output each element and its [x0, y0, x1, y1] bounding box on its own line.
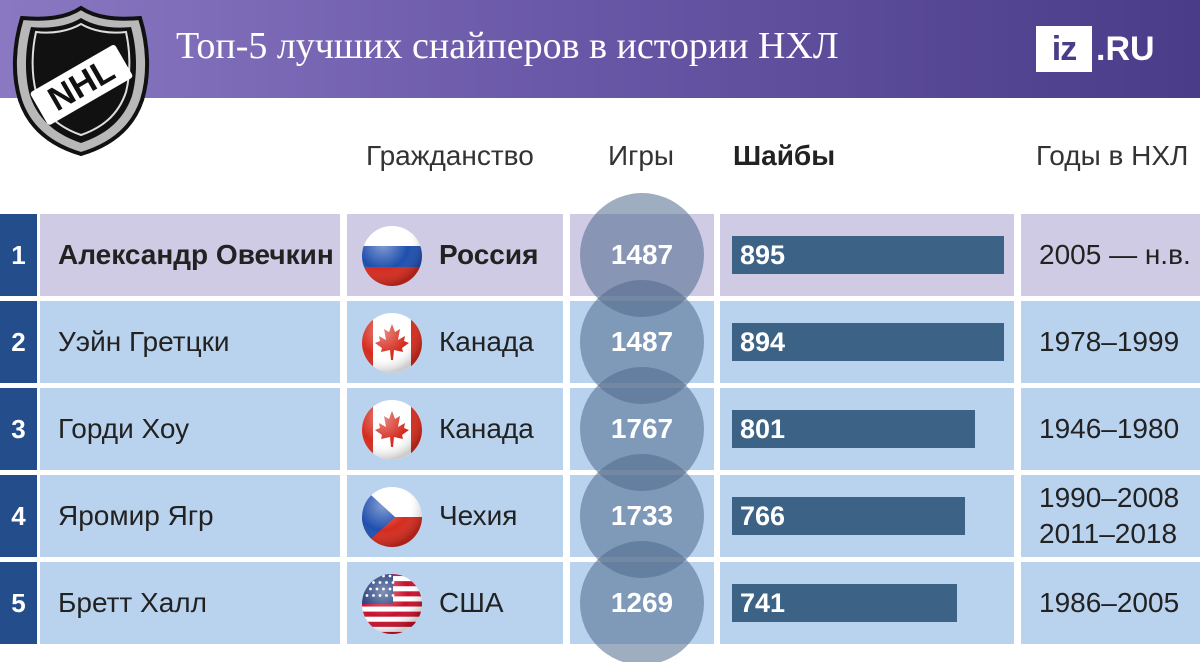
years-line: 1978–1999	[1039, 326, 1180, 357]
years-cell: 1946–1980	[1021, 388, 1200, 470]
brand-domain: .RU	[1096, 29, 1155, 68]
games-value: 1487	[610, 239, 674, 270]
table-row: 5 Бретт Халл США 741 1986–2005	[0, 562, 1200, 644]
player-name: Александр Овечкин	[58, 239, 334, 270]
brand-box: iz	[1036, 26, 1092, 72]
column-header-citizenship: Гражданство	[366, 140, 534, 171]
goals-cell: 766	[720, 475, 1014, 557]
years-line: 2011–2018	[1039, 518, 1178, 549]
years-text: 1978–1999	[1039, 301, 1179, 383]
country-cell: Россия	[347, 214, 563, 296]
goals-bar	[732, 236, 1004, 274]
years-cell: 1978–1999	[1021, 301, 1200, 383]
country-cell: США	[347, 562, 563, 644]
name-cell: Уэйн Гретцки	[40, 301, 340, 383]
years-line: 1946–1980	[1039, 413, 1180, 444]
player-name: Бретт Халл	[58, 587, 207, 618]
country-cell: Чехия	[347, 475, 563, 557]
games-value: 1269	[610, 587, 674, 618]
usa-flag-icon	[359, 571, 425, 637]
country-cell: Канада	[347, 388, 563, 470]
player-name: Горди Хоу	[58, 413, 190, 444]
years-cell: 2005 — н.в.	[1021, 214, 1200, 296]
nhl-logo-icon: NHL	[12, 5, 150, 157]
goals-cell: 801	[720, 388, 1014, 470]
goals-value: 801	[740, 413, 786, 444]
name-cell: Горди Хоу	[40, 388, 340, 470]
player-name: Яромир Ягр	[58, 500, 214, 531]
name-cell: Бретт Халл	[40, 562, 340, 644]
country-name: Канада	[439, 326, 534, 357]
country-cell: Канада	[347, 301, 563, 383]
canada-flag-icon	[359, 310, 425, 376]
country-name: Чехия	[439, 500, 518, 531]
goals-bar	[732, 410, 975, 448]
country-name: США	[439, 587, 504, 618]
games-value: 1487	[610, 326, 674, 357]
rank-number: 5	[0, 562, 37, 644]
goals-value: 766	[740, 500, 786, 531]
russia-flag-icon	[359, 223, 425, 289]
name-cell: Яромир Ягр	[40, 475, 340, 557]
goals-cell: 894	[720, 301, 1014, 383]
years-cell: 1990–2008 2011–2018	[1021, 475, 1200, 557]
years-text: 1986–2005	[1039, 562, 1179, 644]
years-cell: 1986–2005	[1021, 562, 1200, 644]
goals-value: 895	[740, 239, 786, 270]
rank-number: 4	[0, 475, 37, 557]
header-band	[0, 0, 1200, 98]
goals-bar	[732, 323, 1004, 361]
column-header-goals: Шайбы	[733, 140, 836, 171]
page-title: Топ-5 лучших снайперов в истории НХЛ	[176, 25, 839, 67]
goals-value: 894	[740, 326, 786, 357]
rank-number: 1	[0, 214, 37, 296]
czech-flag-icon	[359, 484, 425, 550]
brand-logo: iz .RU	[1036, 26, 1155, 72]
years-text: 2005 — н.в.	[1039, 214, 1191, 296]
country-name: Канада	[439, 413, 534, 444]
table-row: 3 Горди Хоу Канада 801 1946–1980	[0, 388, 1200, 470]
name-cell: Александр Овечкин	[40, 214, 340, 296]
rank-number: 3	[0, 388, 37, 470]
goals-cell: 895	[720, 214, 1014, 296]
goals-bar	[732, 497, 965, 535]
years-line: 1986–2005	[1039, 587, 1180, 618]
years-line: 2005 — н.в.	[1039, 239, 1191, 270]
games-circle	[580, 541, 704, 662]
games-value: 1767	[610, 413, 674, 444]
goals-cell: 741	[720, 562, 1014, 644]
rank-number: 2	[0, 301, 37, 383]
years-text: 1946–1980	[1039, 388, 1179, 470]
table-row: 4 Яромир Ягр Чехия 766 1990–2008 2011–2018	[0, 475, 1200, 557]
years-line: 1990–2008	[1039, 482, 1180, 513]
country-name: Россия	[439, 239, 539, 270]
column-header-years: Годы в НХЛ	[1036, 140, 1189, 171]
goals-bar	[732, 584, 957, 622]
games-value: 1733	[610, 500, 674, 531]
column-header-games: Игры	[608, 140, 675, 171]
years-text: 1990–2008 2011–2018	[1039, 475, 1179, 557]
canada-flag-icon	[359, 397, 425, 463]
goals-value: 741	[740, 587, 786, 618]
player-name: Уэйн Гретцки	[58, 326, 230, 357]
